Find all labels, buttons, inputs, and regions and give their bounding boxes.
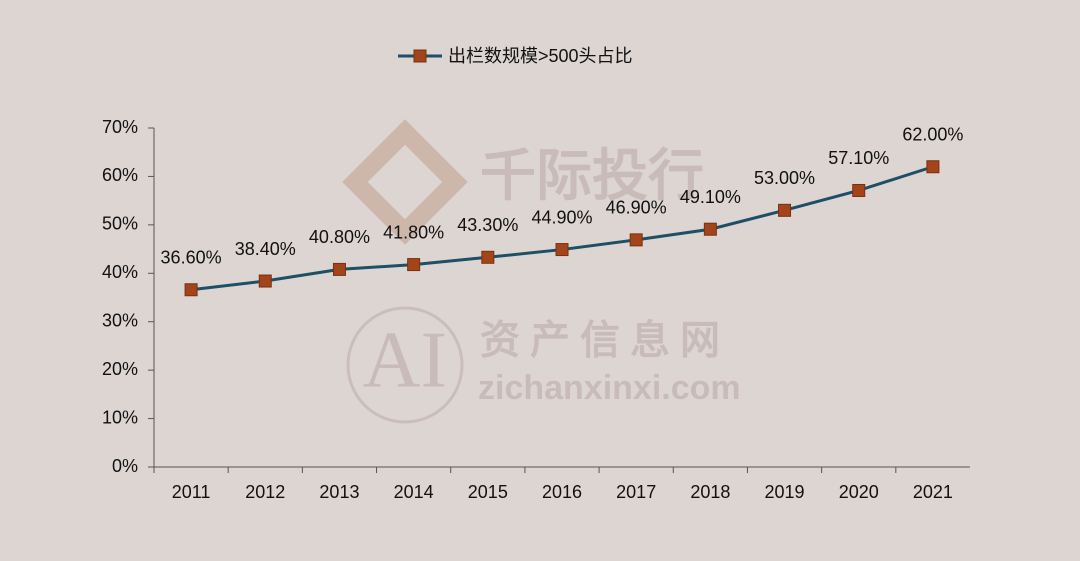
legend-label: 出栏数规模>500头占比 bbox=[448, 46, 633, 66]
marker bbox=[407, 258, 421, 272]
data-label: 53.00% bbox=[754, 168, 815, 188]
data-label: 43.30% bbox=[457, 215, 518, 235]
x-tick-label: 2019 bbox=[765, 482, 805, 502]
marker bbox=[258, 274, 272, 288]
data-label: 49.10% bbox=[680, 187, 741, 207]
y-tick-label: 10% bbox=[102, 407, 138, 427]
y-tick-label: 70% bbox=[102, 117, 138, 137]
y-tick-label: 0% bbox=[112, 456, 138, 476]
y-tick-label: 40% bbox=[102, 262, 138, 282]
data-label: 36.60% bbox=[161, 248, 222, 268]
x-tick-label: 2013 bbox=[319, 482, 359, 502]
y-tick-label: 30% bbox=[102, 310, 138, 330]
x-tick-label: 2015 bbox=[468, 482, 508, 502]
marker bbox=[926, 160, 940, 174]
marker bbox=[852, 183, 866, 197]
marker bbox=[703, 222, 717, 236]
x-tick-label: 2014 bbox=[394, 482, 434, 502]
marker bbox=[332, 262, 346, 276]
x-tick-label: 2016 bbox=[542, 482, 582, 502]
x-tick-label: 2020 bbox=[839, 482, 879, 502]
marker bbox=[481, 250, 495, 264]
watermark-circle bbox=[346, 306, 464, 424]
watermark: zichanxinxi.com bbox=[478, 369, 741, 407]
x-tick-label: 2021 bbox=[913, 482, 953, 502]
y-tick-label: 50% bbox=[102, 214, 138, 234]
watermark: 资产信息网 bbox=[480, 319, 730, 363]
marker bbox=[555, 243, 569, 257]
watermark: 千际投行 bbox=[480, 144, 704, 207]
data-label: 41.80% bbox=[383, 222, 444, 242]
y-tick-label: 20% bbox=[102, 359, 138, 379]
x-tick-label: 2017 bbox=[616, 482, 656, 502]
data-label: 38.40% bbox=[235, 239, 296, 259]
y-tick-label: 60% bbox=[102, 165, 138, 185]
x-tick-label: 2012 bbox=[245, 482, 285, 502]
x-tick-label: 2011 bbox=[172, 482, 211, 502]
legend-marker bbox=[413, 49, 427, 63]
watermark-logo bbox=[342, 119, 468, 245]
data-label: 62.00% bbox=[902, 124, 963, 144]
data-label: 40.80% bbox=[309, 227, 370, 247]
x-tick-label: 2018 bbox=[690, 482, 730, 502]
marker bbox=[629, 233, 643, 247]
marker bbox=[184, 283, 198, 297]
data-label: 46.90% bbox=[606, 198, 667, 218]
data-label: 57.10% bbox=[828, 148, 889, 168]
marker bbox=[778, 203, 792, 217]
watermark: AI bbox=[363, 316, 447, 404]
data-label: 44.90% bbox=[531, 207, 592, 227]
